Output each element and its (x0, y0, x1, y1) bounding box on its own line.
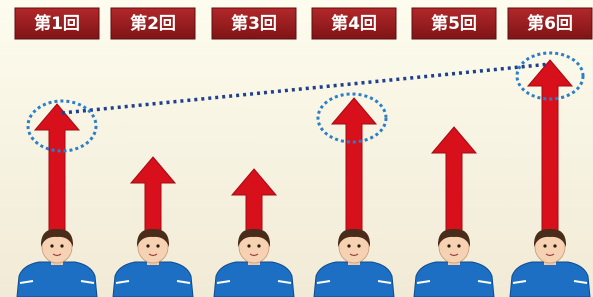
person-eye (457, 244, 460, 247)
person-body (510, 262, 590, 297)
person-eye (347, 244, 350, 247)
tag-label: 第1回 (34, 13, 80, 34)
person-eye (257, 244, 260, 247)
infographic: 第1回 第2回 第3回 第4回 第5回 第6回 (0, 0, 593, 297)
person-body (314, 262, 394, 297)
person-body (214, 262, 294, 297)
tag-label: 第6回 (527, 13, 573, 34)
background (0, 0, 593, 297)
page: {"sessions": [ {"label": "第1回"}, {"label… (0, 0, 593, 297)
person-eye (50, 244, 53, 247)
person-body (17, 262, 97, 297)
person-eye (553, 244, 556, 247)
person-body (113, 262, 193, 297)
person-eye (146, 244, 149, 247)
tag-label: 第2回 (130, 13, 176, 34)
person-eye (247, 244, 250, 247)
person-eye (156, 244, 159, 247)
person-eye (447, 244, 450, 247)
person-eye (60, 244, 63, 247)
tag-label: 第5回 (431, 13, 477, 34)
person-body (414, 262, 494, 297)
person-eye (543, 244, 546, 247)
tag-label: 第4回 (331, 13, 377, 34)
person-eye (357, 244, 360, 247)
tag-label: 第3回 (231, 13, 277, 34)
